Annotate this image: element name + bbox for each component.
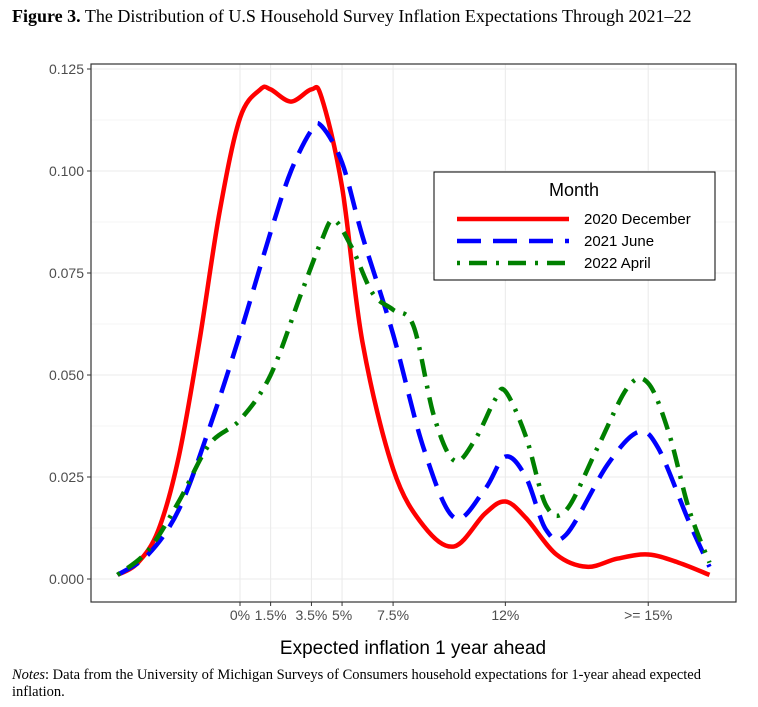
legend: Month 2020 December 2021 June 2022 April: [433, 171, 716, 281]
x-tick-label: 12%: [491, 607, 519, 623]
x-tick-label: 0%: [230, 607, 250, 623]
legend-label: 2021 June: [584, 233, 654, 250]
y-tick-label: 0.050: [49, 367, 84, 383]
chart: 0.000 0.025 0.050 0.075 0.100 0.125 0% 1.5% 3.5…: [49, 61, 737, 659]
y-tick-label: 0.025: [49, 469, 84, 485]
legend-items: 2020 December 2021 June 2022 April: [457, 211, 691, 272]
legend-title: Month: [549, 180, 599, 200]
legend-label: 2020 December: [584, 211, 691, 228]
figure-title-text: The Distribution of U.S Household Survey…: [84, 6, 692, 26]
notes-text: : Data from the University of Michigan S…: [12, 667, 701, 700]
notes-label: Notes: [12, 667, 46, 683]
x-tick-label: 3.5%: [295, 607, 327, 623]
y-tick-label: 0.075: [49, 265, 84, 281]
figure-notes: Notes: Data from the University of Michi…: [12, 667, 748, 701]
legend-label: 2022 April: [584, 255, 651, 272]
figure-label: Figure 3.: [12, 6, 81, 26]
y-tick-label: 0.125: [49, 61, 84, 77]
figure-title: Figure 3. The Distribution of U.S Househ…: [12, 6, 752, 27]
series-line-0: [116, 84, 711, 577]
y-tick-label: 0.100: [49, 163, 84, 179]
series-line-1: [116, 120, 712, 577]
plot-border: [90, 63, 737, 603]
series-line-2: [116, 217, 712, 577]
x-tick-label: 5%: [332, 607, 352, 623]
x-tick-label: 7.5%: [377, 607, 409, 623]
series-lines: [116, 84, 712, 577]
x-axis-title: Expected inflation 1 year ahead: [280, 638, 546, 659]
x-tick-label: 1.5%: [255, 607, 287, 623]
y-axis: 0.000 0.025 0.050 0.075 0.100 0.125: [49, 61, 91, 587]
y-tick-label: 0.000: [49, 571, 84, 587]
x-axis: 0% 1.5% 3.5% 5% 7.5% 12% >= 15%: [230, 602, 672, 623]
gridlines: [91, 64, 736, 602]
x-tick-label: >= 15%: [624, 607, 672, 623]
